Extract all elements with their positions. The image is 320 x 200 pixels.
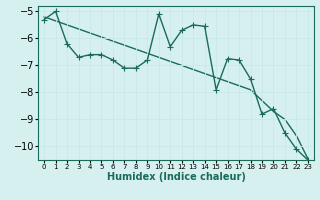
X-axis label: Humidex (Indice chaleur): Humidex (Indice chaleur) <box>107 172 245 182</box>
